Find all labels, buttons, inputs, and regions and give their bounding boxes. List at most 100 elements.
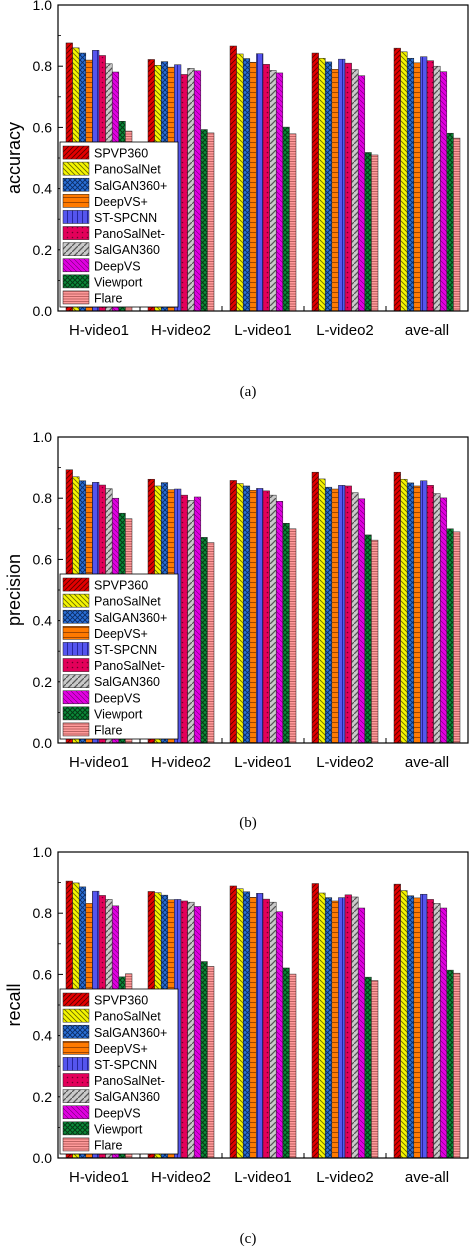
legend-label: Viewport	[94, 1122, 143, 1136]
y-tick-label: 0.6	[33, 551, 53, 567]
legend: SPVP360 PanoSalNet SalGAN360+ DeepVS+ ST-SPC…	[59, 141, 179, 308]
legend-label: DeepVS+	[94, 1042, 148, 1056]
bar-panosalnet-ave-all	[400, 478, 408, 744]
bar-panosalnet--l-video1	[262, 64, 270, 312]
bar-st-spcnn-l-video1	[256, 488, 264, 744]
legend-label: PanoSalNet	[94, 1010, 161, 1024]
bar-st-spcnn-l-video2	[338, 897, 346, 1159]
bar-st-spcnn-ave-all	[420, 893, 428, 1159]
bar-flare-h-video2	[207, 966, 215, 1159]
x-tick-label: L-video1	[234, 1169, 292, 1186]
bar-panosalnet-l-video1	[236, 53, 244, 312]
x-tick-label: L-video2	[316, 754, 374, 771]
bar-salgan360--l-video2	[324, 61, 333, 312]
legend-swatch	[62, 161, 90, 176]
bar-deepvs--l-video1	[249, 489, 257, 744]
legend-swatch	[62, 1105, 90, 1120]
legend-swatch	[62, 609, 90, 624]
bar-salgan360-l-video1	[269, 494, 277, 744]
legend-swatch	[62, 658, 90, 672]
legend-swatch	[62, 1137, 90, 1152]
legend-label: PanoSalNet	[94, 595, 161, 609]
legend-label: DeepVS+	[94, 627, 148, 641]
bar-viewport-l-video2	[364, 976, 372, 1159]
legend-swatch	[62, 722, 90, 737]
bar-deepvs--l-video2	[331, 69, 339, 312]
bar-salgan360-l-video2	[351, 69, 359, 312]
y-tick-label: 1.0	[33, 844, 53, 860]
bar-panosalnet--l-video1	[262, 898, 270, 1159]
legend-label: SPVP360	[94, 579, 148, 593]
x-tick-label: L-video1	[234, 322, 292, 339]
legend-label: SPVP360	[94, 994, 148, 1008]
y-tick-label: 0.6	[33, 966, 53, 982]
bar-salgan360-l-video2	[351, 492, 359, 744]
legend-label: PanoSalNet	[94, 163, 161, 177]
bar-deepvs--ave-all	[413, 897, 421, 1159]
x-tick-label: H-video1	[69, 322, 129, 339]
y-tick-label: 0.4	[33, 613, 53, 629]
legend-label: SalGAN360	[94, 1090, 160, 1104]
bar-spvp360-ave-all	[393, 471, 401, 744]
bar-flare-h-video2	[207, 132, 215, 312]
legend-label: DeepVS	[94, 259, 141, 273]
subfigure-caption: (a)	[240, 384, 257, 400]
y-axis-title: recall	[4, 983, 24, 1026]
bar-viewport-ave-all	[446, 132, 454, 312]
bar-spvp360-l-video2	[311, 883, 319, 1159]
bar-st-spcnn-l-video1	[256, 893, 264, 1159]
y-tick-label: 0.4	[33, 181, 53, 197]
bar-panosalnet--h-video2	[180, 494, 188, 744]
bar-panosalnet--l-video2	[344, 62, 352, 312]
bar-st-spcnn-l-video1	[256, 53, 264, 312]
legend-swatch	[62, 992, 90, 1007]
legend-swatch	[62, 1041, 90, 1055]
y-tick-label: 0.4	[33, 1028, 53, 1044]
legend-swatch	[62, 674, 90, 688]
bar-viewport-l-video2	[364, 152, 372, 312]
bar-viewport-l-video1	[282, 967, 290, 1159]
legend-label: SalGAN360+	[94, 179, 167, 193]
bar-deepvs--l-video1	[249, 61, 257, 312]
bar-salgan360-h-video2	[187, 901, 195, 1159]
y-tick-label: 0.8	[33, 905, 53, 921]
bar-salgan360--l-video2	[324, 897, 333, 1159]
bar-panosalnet-ave-all	[400, 890, 408, 1159]
bar-deepvs-l-video1	[275, 501, 284, 744]
bar-salgan360-ave-all	[433, 65, 441, 312]
y-axis-title: accuracy	[4, 122, 24, 194]
bar-viewport-ave-all	[446, 528, 454, 744]
bar-spvp360-ave-all	[393, 47, 401, 312]
bar-salgan360-l-video2	[351, 896, 359, 1159]
bar-flare-l-video2	[371, 980, 379, 1159]
legend-label: PanoSalNet-	[94, 227, 165, 241]
bar-st-spcnn-ave-all	[420, 56, 428, 312]
bar-panosalnet-l-video2	[318, 57, 326, 312]
bar-salgan360-l-video1	[269, 901, 277, 1159]
bar-salgan360--ave-all	[406, 895, 415, 1159]
y-tick-label: 0.2	[33, 242, 53, 258]
bar-spvp360-ave-all	[393, 883, 401, 1159]
bar-flare-h-video2	[207, 542, 215, 744]
legend-swatch	[62, 226, 90, 240]
bar-flare-ave-all	[453, 972, 461, 1159]
legend-swatch	[62, 1008, 90, 1023]
legend-label: ST-SPCNN	[94, 1058, 157, 1072]
x-tick-label: L-video2	[316, 1169, 374, 1186]
bar-salgan360--ave-all	[406, 57, 415, 312]
x-tick-label: L-video1	[234, 754, 292, 771]
legend-label: Flare	[94, 292, 123, 306]
bar-deepvs-h-video2	[193, 496, 202, 744]
legend-swatch	[62, 210, 90, 224]
legend-label: Flare	[94, 1139, 123, 1153]
bar-viewport-h-video2	[200, 961, 208, 1159]
legend-label: SPVP360	[94, 147, 148, 161]
bar-flare-l-video1	[289, 973, 297, 1159]
legend-swatch	[62, 593, 90, 608]
legend-swatch	[62, 274, 90, 289]
bar-panosalnet--ave-all	[426, 899, 434, 1159]
bar-spvp360-l-video1	[229, 45, 237, 312]
bar-salgan360-ave-all	[433, 493, 441, 744]
x-tick-label: ave-all	[405, 1169, 449, 1186]
